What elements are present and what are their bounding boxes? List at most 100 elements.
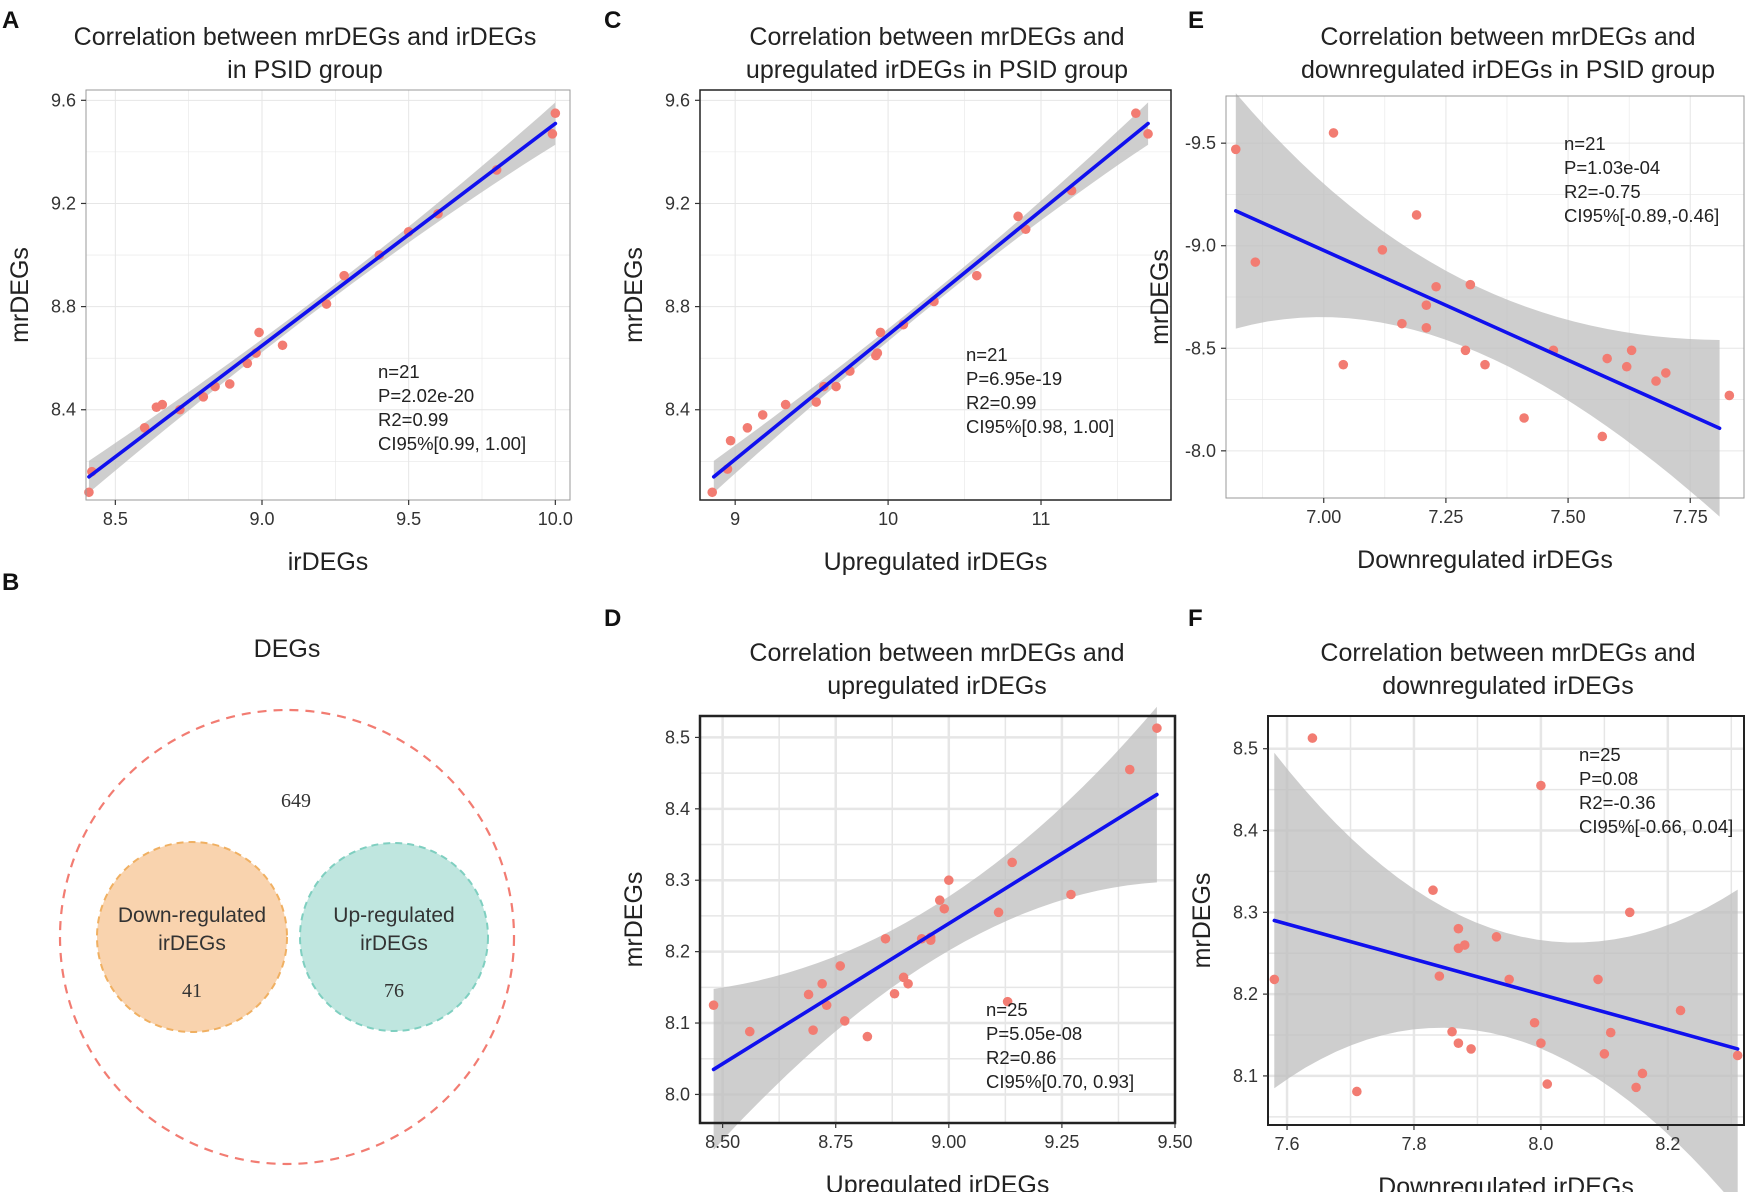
stat-annotation-line: CI95%[0.99, 1.00] xyxy=(378,433,526,454)
data-point xyxy=(277,340,288,351)
data-point xyxy=(157,399,168,410)
venn-down-count: 41 xyxy=(182,980,202,1002)
data-point xyxy=(1307,733,1318,743)
data-point xyxy=(1466,1044,1476,1054)
y-tick-label: 8.5 xyxy=(1233,739,1258,759)
chart-title-line1: Correlation between mrDEGs and xyxy=(1320,23,1695,51)
chart-title-line1: Correlation between mrDEGs and xyxy=(1320,639,1695,667)
y-tick-label: -8.5 xyxy=(1185,338,1216,358)
data-point xyxy=(1536,780,1546,791)
x-tick-label: 10 xyxy=(878,509,898,529)
data-point xyxy=(1724,390,1735,401)
data-point xyxy=(1002,996,1013,1007)
x-tick-label: 8.5 xyxy=(103,509,128,529)
data-point xyxy=(1421,322,1432,333)
stat-annotation-line: n=25 xyxy=(1579,744,1621,765)
venn-up-label-line1: Up-regulated xyxy=(333,904,454,927)
data-point xyxy=(744,1026,755,1037)
y-tick-label: 8.3 xyxy=(665,870,690,890)
data-point xyxy=(1453,1038,1464,1048)
x-tick-label: 7.6 xyxy=(1275,1134,1300,1154)
regression-line xyxy=(87,121,558,479)
x-axis-label: Upregulated irDEGs xyxy=(824,548,1048,576)
chart-title-line2: upregulated irDEGs xyxy=(827,672,1047,700)
x-axis-label: Downregulated irDEGs xyxy=(1357,546,1613,574)
x-tick-label: 9.0 xyxy=(249,509,274,529)
x-axis-label: Downregulated irDEGs xyxy=(1378,1173,1634,1192)
data-point xyxy=(817,978,827,989)
venn-outer-circle xyxy=(58,708,516,1166)
data-point xyxy=(808,1025,818,1035)
data-point xyxy=(1536,1038,1546,1048)
stat-annotation-line: R2=0.99 xyxy=(378,409,448,430)
data-point xyxy=(1529,1017,1540,1028)
data-point xyxy=(934,895,945,906)
data-point xyxy=(84,487,94,498)
data-point xyxy=(547,129,558,139)
data-point xyxy=(224,379,235,389)
venn-title: DEGs xyxy=(254,635,321,663)
data-point xyxy=(1465,279,1476,290)
y-tick-label: 8.3 xyxy=(1233,902,1258,922)
data-point xyxy=(862,1031,873,1042)
stat-annotation-line: CI95%[-0.66, 0.04] xyxy=(1579,816,1733,837)
data-point xyxy=(1269,974,1280,985)
y-tick-label: 8.0 xyxy=(665,1084,690,1104)
y-tick-label: 8.8 xyxy=(51,297,76,317)
venn-diagram: B DEGs 649 Down-regulated irDEGs 41 Up-regulat… xyxy=(2,569,516,1166)
data-point xyxy=(1599,1049,1610,1059)
x-tick-label: 7.00 xyxy=(1306,507,1341,527)
y-tick-label: 8.1 xyxy=(1233,1066,1258,1086)
data-point xyxy=(1397,318,1407,329)
data-point xyxy=(1411,210,1422,220)
plot-frame xyxy=(1267,715,1745,1126)
stat-annotation-line: P=5.05e-08 xyxy=(986,1023,1082,1044)
confidence-band xyxy=(713,102,1149,493)
data-point xyxy=(1621,361,1632,372)
stat-annotation-line: n=21 xyxy=(1564,133,1606,154)
data-point xyxy=(198,392,209,402)
data-point xyxy=(725,435,736,446)
stat-annotation-line: CI95%[-0.89,-0.46] xyxy=(1564,205,1719,226)
y-tick-label: 8.2 xyxy=(1233,984,1258,1004)
y-tick-label: 8.4 xyxy=(51,400,76,420)
y-tick-label: 9.2 xyxy=(51,193,76,213)
x-tick-label: 10.0 xyxy=(538,509,573,529)
stat-annotation-line: n=25 xyxy=(986,999,1028,1020)
data-point xyxy=(1542,1079,1553,1089)
venn-up-label-line2: irDEGs xyxy=(360,932,428,955)
data-point xyxy=(1131,108,1141,119)
y-tick-label: -9.0 xyxy=(1185,236,1216,256)
x-axis-label: Upregulated irDEGs xyxy=(826,1171,1050,1192)
panel-letter-a: A xyxy=(2,7,19,34)
data-point xyxy=(550,108,561,119)
data-point xyxy=(1007,857,1017,868)
stat-annotation-line: P=0.08 xyxy=(1579,768,1638,789)
x-tick-label: 8.50 xyxy=(705,1132,740,1152)
data-point xyxy=(839,1016,850,1026)
stat-annotation-line: P=2.02e-20 xyxy=(378,385,474,406)
data-point xyxy=(1066,889,1076,900)
y-tick-label: 9.6 xyxy=(665,90,690,110)
data-point xyxy=(1143,129,1153,139)
chart-title-line1: Correlation between mrDEGs and irDEGs xyxy=(74,23,537,51)
y-tick-label: 8.4 xyxy=(665,799,690,819)
data-point xyxy=(1013,211,1023,222)
data-point xyxy=(1338,359,1349,370)
chart-panel-e: E Correlation between mrDEGs and downregul… xyxy=(1146,7,1745,574)
data-point xyxy=(1152,723,1162,733)
data-point xyxy=(742,422,753,433)
data-point xyxy=(1434,971,1445,981)
regression-line xyxy=(1272,918,1740,1051)
chart-panel-d: D Correlation between mrDEGs and upregulat… xyxy=(604,605,1193,1192)
data-point xyxy=(1675,1005,1686,1016)
x-tick-label: 8.2 xyxy=(1655,1134,1680,1154)
data-point xyxy=(1431,281,1441,292)
venn-up-circle xyxy=(299,842,489,1032)
y-axis-label: mrDEGs xyxy=(620,247,648,343)
x-axis-label: irDEGs xyxy=(288,548,369,576)
regression-line xyxy=(1233,209,1722,431)
chart-title-line2: in PSID group xyxy=(227,56,383,84)
data-point xyxy=(1453,923,1464,934)
data-point xyxy=(1651,376,1661,386)
